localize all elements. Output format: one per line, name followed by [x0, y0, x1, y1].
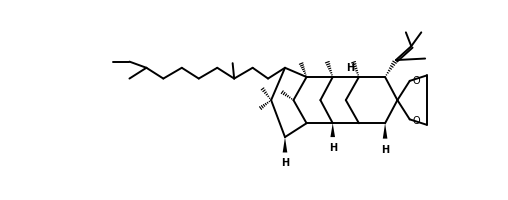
Text: H: H	[346, 62, 354, 72]
Text: O: O	[412, 76, 420, 86]
Text: H: H	[281, 157, 289, 167]
Polygon shape	[282, 137, 288, 153]
Text: H: H	[381, 144, 389, 154]
Text: O: O	[412, 116, 420, 126]
Polygon shape	[383, 124, 388, 139]
Text: H: H	[329, 143, 337, 153]
Polygon shape	[330, 124, 335, 137]
